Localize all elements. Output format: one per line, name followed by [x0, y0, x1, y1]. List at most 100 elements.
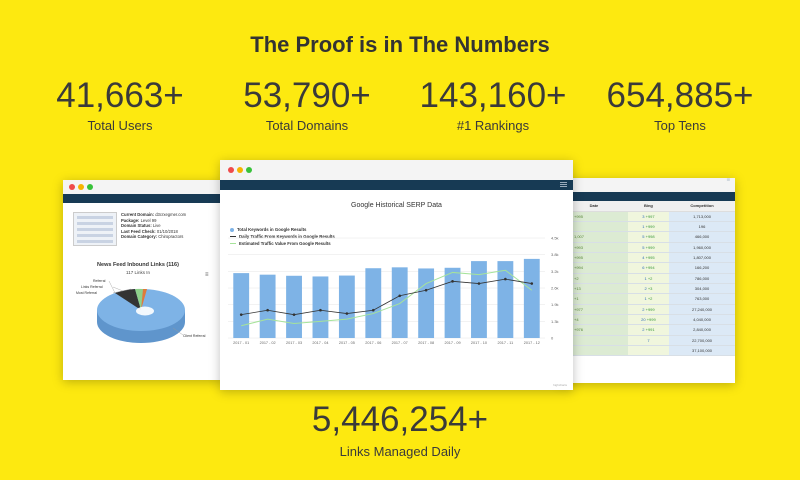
competition-cell: 1,807,000 — [669, 252, 735, 264]
chart-menu-icon[interactable]: ≡ — [205, 272, 209, 278]
series-point — [451, 280, 454, 283]
series-point — [398, 294, 402, 298]
info-line: Domain Category: Chiropractors — [121, 234, 184, 240]
bing-change: +998 — [645, 234, 655, 240]
legend-swatch-green-line — [230, 243, 236, 245]
inbound-links-pie-chart — [97, 280, 185, 343]
x-tick-label: 2017 - 11 — [497, 341, 513, 345]
table-row[interactable]: +4 20 +999 4,040,000 — [560, 314, 735, 326]
table-row[interactable]: +13 2 +3 304,000 — [560, 283, 735, 295]
column-header[interactable]: Bing — [627, 201, 670, 212]
bar — [391, 267, 408, 338]
app-navbar — [220, 180, 573, 190]
legend-item[interactable]: Total Keywords in Google Results — [230, 226, 335, 233]
bar — [418, 268, 435, 338]
bing-cell: 3 +997 — [627, 211, 670, 222]
bing-rank[interactable]: 1 — [644, 275, 647, 281]
dashboard-window-right: ≡ Date Bing Competition +995 3 +997 1,713,… — [560, 178, 735, 383]
close-window-dot-icon[interactable] — [228, 167, 234, 173]
table-row[interactable]: +1 1 +2 763,000 — [560, 293, 735, 305]
bar — [471, 261, 487, 338]
date-cell: +976 — [560, 324, 628, 336]
table-row[interactable]: 1,007 5 +998 466,000 — [560, 231, 735, 243]
table-row[interactable]: 7 22,700,000 — [560, 335, 735, 346]
legend-item[interactable]: Daily Traffic From Keywords in Google Re… — [230, 233, 335, 240]
minimize-window-dot-icon[interactable] — [237, 167, 243, 173]
table-row[interactable]: +2 1 +2 786,000 — [560, 273, 735, 284]
bing-rank[interactable]: 20 — [641, 317, 646, 323]
bar — [365, 268, 382, 338]
hamburger-menu-icon[interactable] — [560, 182, 567, 187]
date-cell: 1,007 — [560, 231, 628, 243]
bing-change: +2 — [647, 296, 653, 302]
bing-change: +999 — [646, 317, 656, 323]
column-header[interactable]: Date — [560, 201, 628, 212]
series-line-green — [241, 269, 533, 327]
competition-cell: 763,000 — [669, 293, 735, 305]
competition-cell: 4,040,000 — [669, 314, 735, 326]
bing-cell: 1 +2 — [627, 273, 670, 284]
bing-rank[interactable]: 1 — [644, 296, 647, 302]
dashboard-window-left: Current Domain: d3crxegmer.com Package: … — [63, 180, 223, 380]
menu-icon[interactable]: ≡ — [726, 178, 730, 183]
bar — [523, 258, 540, 338]
table-row[interactable]: +977 2 +999 27,240,000 — [560, 304, 735, 315]
stat-value: 41,663+ — [56, 76, 184, 115]
bing-rank[interactable]: 7 — [647, 337, 650, 343]
competition-cell: 786,000 — [669, 273, 735, 284]
bing-change: +3 — [647, 286, 653, 292]
bing-change: +2 — [647, 275, 653, 281]
x-tick-label: 2017 - 03 — [286, 341, 302, 345]
competition-cell: 166,200 — [669, 262, 735, 274]
bing-change: +991 — [645, 327, 655, 333]
bing-cell: 7 — [627, 335, 670, 346]
close-window-dot-icon[interactable] — [69, 184, 75, 190]
pie-label: Links Referral — [81, 285, 103, 289]
legend-swatch-dark-line — [230, 236, 236, 238]
bing-cell: 1 +999 — [627, 221, 670, 233]
date-cell: +977 — [560, 304, 628, 315]
table-row[interactable]: 37,100,000 — [560, 345, 735, 357]
bing-rank[interactable]: 1 — [642, 224, 645, 230]
table-row[interactable]: +993 5 +999 1,960,000 — [560, 242, 735, 253]
table-row[interactable]: +995 4 +995 1,807,000 — [560, 252, 735, 264]
date-cell: +13 — [560, 283, 628, 295]
table-row[interactable]: +994 6 +994 166,200 — [560, 262, 735, 274]
column-header[interactable]: Competition — [669, 201, 735, 212]
y-tick-label: 1.9k — [551, 302, 559, 307]
bing-cell: 2 +3 — [627, 283, 670, 295]
bar — [259, 274, 276, 338]
series-point — [504, 277, 507, 281]
pie-slice-green — [135, 288, 143, 310]
minimize-window-dot-icon[interactable] — [78, 184, 84, 190]
legend-swatch-bars — [230, 227, 234, 232]
y-tick-label: 0 — [551, 336, 554, 341]
bing-rank[interactable]: 2 — [644, 286, 647, 292]
bing-rank[interactable]: 2 — [642, 306, 645, 312]
window-titlebar — [220, 160, 573, 180]
bing-rank[interactable]: 5 — [642, 234, 645, 240]
bing-rank[interactable]: 4 — [642, 255, 645, 261]
table-row[interactable]: 1 +999 196 — [560, 221, 735, 233]
maximize-window-dot-icon[interactable] — [246, 167, 252, 173]
stat-value: 143,160+ — [419, 76, 567, 115]
x-tick-label: 2017 - 09 — [445, 341, 461, 345]
stat-value: 654,885+ — [606, 76, 754, 115]
bing-rank[interactable]: 3 — [642, 213, 645, 219]
bing-rank[interactable]: 5 — [642, 244, 645, 250]
bing-rank[interactable]: 6 — [642, 265, 645, 271]
rankings-table: Date Bing Competition +995 3 +997 1,713,00… — [560, 201, 735, 357]
table-row[interactable]: +995 3 +997 1,713,000 — [560, 211, 735, 222]
table-row[interactable]: +976 2 +991 2,840,000 — [560, 324, 735, 336]
legend-item[interactable]: Estimated Traffic Value From Google Resu… — [230, 240, 335, 247]
bar — [338, 275, 355, 338]
series-point — [371, 308, 375, 312]
stat-value: 53,790+ — [243, 76, 371, 115]
bing-rank[interactable]: 2 — [642, 327, 645, 333]
bar — [233, 273, 250, 338]
pie-label: Client Referral — [183, 334, 206, 338]
bing-cell: 2 +999 — [627, 304, 670, 315]
site-thumbnail — [73, 212, 117, 246]
maximize-window-dot-icon[interactable] — [87, 184, 93, 190]
series-point — [530, 282, 534, 285]
